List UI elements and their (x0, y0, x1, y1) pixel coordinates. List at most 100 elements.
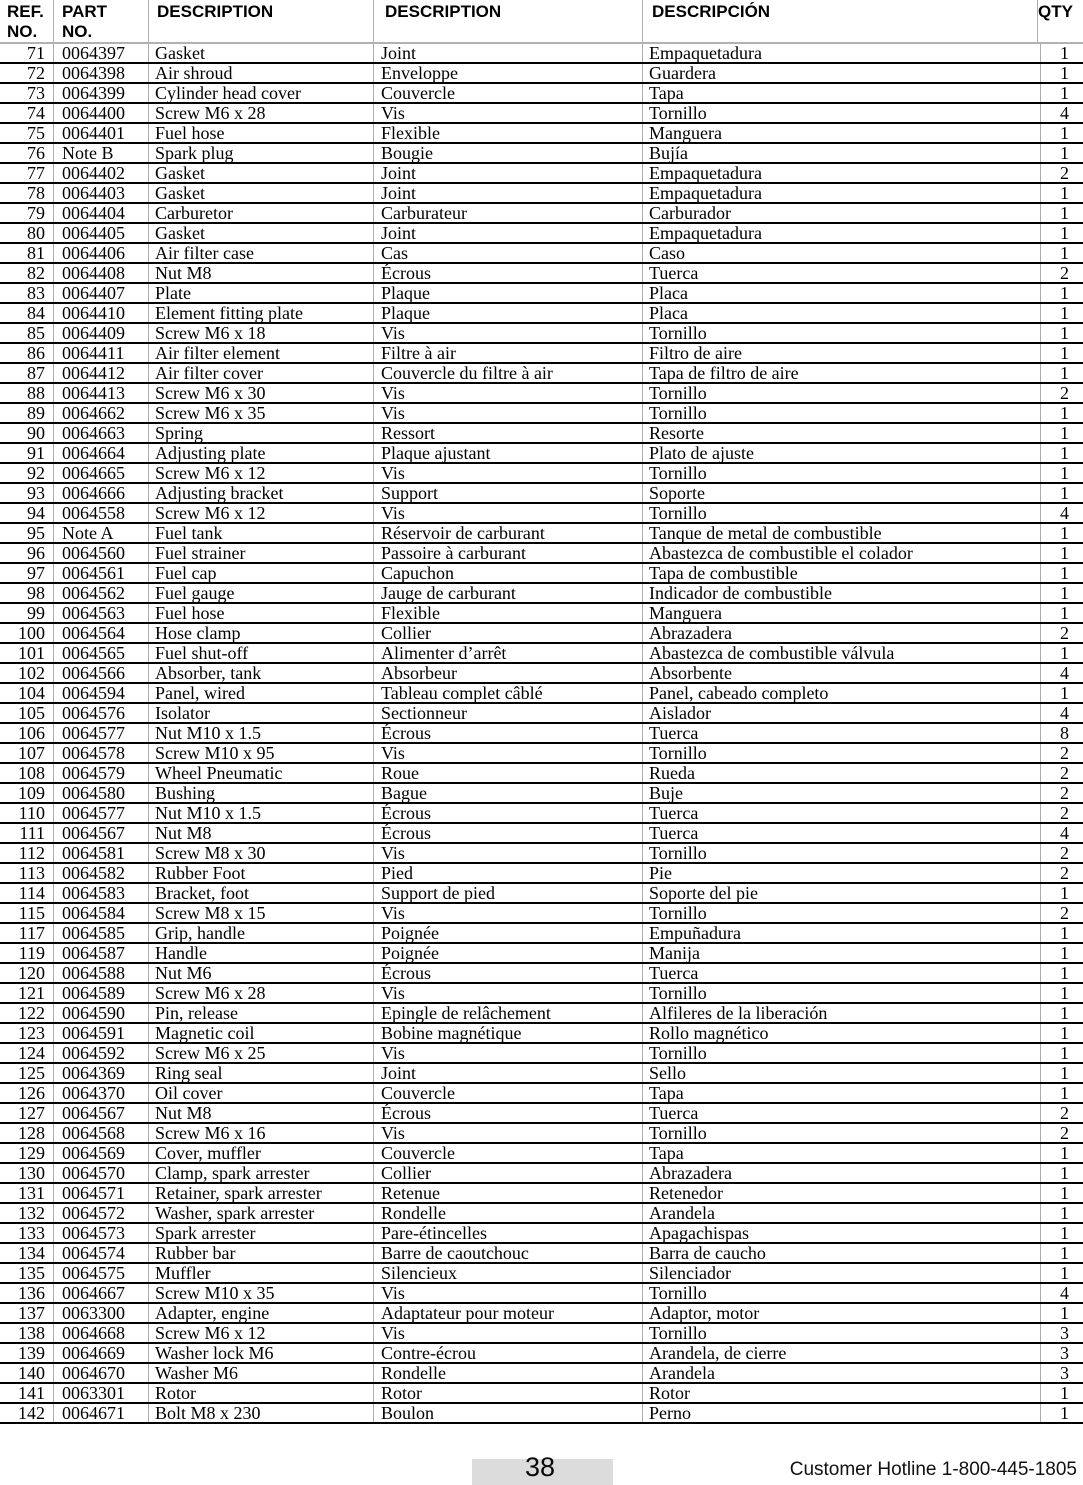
cell-part-no: 0064582 (53, 864, 148, 882)
cell-description-es: Tapa (642, 1144, 1040, 1162)
cell-qty: 1 (1040, 224, 1083, 242)
cell-description-fr: Écrous (373, 1104, 642, 1122)
cell-qty: 3 (1040, 1364, 1083, 1382)
cell-description-fr: Rotor (373, 1384, 642, 1402)
cell-part-no: 0064571 (53, 1184, 148, 1202)
cell-description-es: Abrazadera (642, 1164, 1040, 1182)
cell-part-no: Note A (53, 524, 148, 542)
cell-ref-no: 97 (27, 563, 45, 583)
cell-description-fr: Support de pied (373, 884, 642, 902)
cell-qty: 1 (1040, 1084, 1083, 1102)
cell-description-en: Spark arrester (148, 1224, 373, 1242)
cell-description-es: Retenedor (642, 1184, 1040, 1202)
cell-part-no: 0064564 (53, 624, 148, 642)
cell-ref-no: 74 (27, 103, 45, 123)
table-row: 94 0064558 Screw M6 x 12 Vis Tornillo 4 (0, 504, 1083, 524)
table-row: 80 0064405 Gasket Joint Empaquetadura 1 (0, 224, 1083, 244)
cell-description-es: Adaptor, motor (642, 1304, 1040, 1322)
cell-description-en: Cylinder head cover (148, 84, 373, 102)
cell-description-en: Nut M10 x 1.5 (148, 804, 373, 822)
cell-description-fr: Joint (373, 224, 642, 242)
cell-part-no: 0064590 (53, 1004, 148, 1022)
cell-description-en: Adapter, engine (148, 1304, 373, 1322)
cell-description-es: Tuerca (642, 1104, 1040, 1122)
cell-description-es: Arandela (642, 1204, 1040, 1222)
cell-description-fr: Joint (373, 44, 642, 62)
cell-qty: 2 (1040, 264, 1083, 282)
cell-qty: 1 (1040, 64, 1083, 82)
table-row: 89 0064662 Screw M6 x 35 Vis Tornillo 1 (0, 404, 1083, 424)
table-row: 85 0064409 Screw M6 x 18 Vis Tornillo 1 (0, 324, 1083, 344)
cell-qty: 1 (1040, 444, 1083, 462)
cell-part-no: 0064398 (53, 64, 148, 82)
cell-ref-no: 82 (27, 263, 45, 283)
cell-part-no: 0064569 (53, 1144, 148, 1162)
cell-part-no: 0064400 (53, 104, 148, 122)
table-row: 93 0064666 Adjusting bracket Support Sop… (0, 484, 1083, 504)
cell-description-fr: Ressort (373, 424, 642, 442)
cell-part-no: 0064566 (53, 664, 148, 682)
cell-qty: 1 (1040, 1164, 1083, 1182)
cell-description-fr: Retenue (373, 1184, 642, 1202)
cell-part-no: 0064584 (53, 904, 148, 922)
cell-description-es: Tanque de metal de combustible (642, 524, 1040, 542)
cell-description-es: Rollo magnético (642, 1024, 1040, 1042)
cell-ref-no: 104 (18, 683, 45, 703)
table-row: 74 0064400 Screw M6 x 28 Vis Tornillo 4 (0, 104, 1083, 124)
cell-description-es: Tornillo (642, 1324, 1040, 1342)
table-row: 121 0064589 Screw M6 x 28 Vis Tornillo 1 (0, 984, 1083, 1004)
cell-description-fr: Plaque ajustant (373, 444, 642, 462)
cell-part-no: 0064581 (53, 844, 148, 862)
cell-qty: 1 (1040, 924, 1083, 942)
cell-description-es: Manguera (642, 124, 1040, 142)
cell-qty: 1 (1040, 584, 1083, 602)
cell-part-no: 0064662 (53, 404, 148, 422)
cell-description-fr: Joint (373, 184, 642, 202)
cell-qty: 2 (1040, 784, 1083, 802)
cell-part-no: 0064567 (53, 1104, 148, 1122)
table-row: 79 0064404 Carburetor Carburateur Carbur… (0, 204, 1083, 224)
header-qty: QTY (1037, 0, 1080, 42)
cell-qty: 4 (1040, 104, 1083, 122)
cell-description-es: Empaquetadura (642, 224, 1040, 242)
cell-description-en: Clamp, spark arrester (148, 1164, 373, 1182)
table-row: 105 0064576 Isolator Sectionneur Aislado… (0, 704, 1083, 724)
cell-description-fr: Carburateur (373, 204, 642, 222)
cell-part-no: 0064577 (53, 804, 148, 822)
table-row: 113 0064582 Rubber Foot Pied Pie 2 (0, 864, 1083, 884)
cell-qty: 2 (1040, 164, 1083, 182)
cell-part-no: 0064670 (53, 1364, 148, 1382)
cell-description-es: Empaquetadura (642, 184, 1040, 202)
cell-description-fr: Pied (373, 864, 642, 882)
header-description-en: DESCRIPTION (148, 0, 373, 42)
cell-description-fr: Vis (373, 904, 642, 922)
cell-part-no: 0064572 (53, 1204, 148, 1222)
cell-part-no: 0064570 (53, 1164, 148, 1182)
cell-part-no: 0064580 (53, 784, 148, 802)
cell-qty: 1 (1040, 1144, 1083, 1162)
cell-part-no: 0064577 (53, 724, 148, 742)
cell-description-fr: Joint (373, 164, 642, 182)
cell-ref-no: 133 (18, 1223, 45, 1243)
table-row: 73 0064399 Cylinder head cover Couvercle… (0, 84, 1083, 104)
header-part-no: PART NO. (53, 0, 148, 42)
table-row: 100 0064564 Hose clamp Collier Abrazader… (0, 624, 1083, 644)
cell-ref-no: 89 (27, 403, 45, 423)
cell-description-fr: Sectionneur (373, 704, 642, 722)
cell-ref-no: 81 (27, 243, 45, 263)
cell-ref-no: 91 (27, 443, 45, 463)
cell-qty: 1 (1040, 564, 1083, 582)
cell-part-no: 0064562 (53, 584, 148, 602)
cell-description-en: Nut M8 (148, 1104, 373, 1122)
table-row: 140 0064670 Washer M6 Rondelle Arandela … (0, 1364, 1083, 1384)
header-description-es: DESCRIPCIÓN (642, 0, 1040, 42)
cell-description-fr: Roue (373, 764, 642, 782)
cell-description-en: Muffler (148, 1264, 373, 1282)
table-row: 134 0064574 Rubber bar Barre de caoutcho… (0, 1244, 1083, 1264)
cell-description-es: Tornillo (642, 104, 1040, 122)
cell-description-es: Arandela (642, 1364, 1040, 1382)
cell-ref-no: 138 (18, 1323, 45, 1343)
cell-description-en: Screw M6 x 28 (148, 984, 373, 1002)
cell-ref-no: 114 (18, 883, 45, 903)
cell-description-fr: Poignée (373, 924, 642, 942)
